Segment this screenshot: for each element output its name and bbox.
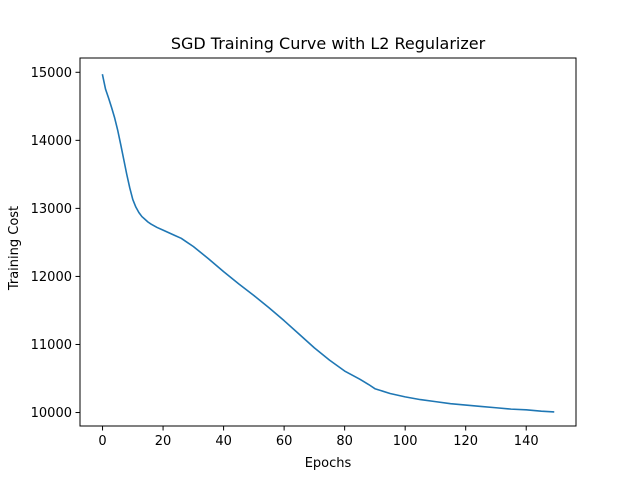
- y-tick-label: 13000: [31, 202, 72, 217]
- x-tick-label: 60: [276, 434, 293, 449]
- y-tick-label: 10000: [31, 406, 72, 421]
- axes-frame: [79, 57, 577, 427]
- y-axis-label: Training Cost: [7, 206, 22, 291]
- x-tick-label: 0: [98, 434, 106, 449]
- x-tick-label: 140: [514, 434, 539, 449]
- y-axis-ticks: 10000 11000 12000 13000 14000 15000: [31, 66, 80, 421]
- y-tick-label: 14000: [31, 134, 72, 149]
- x-axis-ticks: 0 20 40 60 80 100 120 140: [98, 426, 539, 449]
- series-line-0: [101, 74, 555, 413]
- x-tick-label: 120: [453, 434, 478, 449]
- chart-title: SGD Training Curve with L2 Regularizer: [171, 34, 486, 53]
- y-tick-label: 15000: [31, 66, 72, 81]
- x-tick-label: 40: [215, 434, 232, 449]
- x-axis-label: Epochs: [305, 456, 352, 471]
- y-tick-label: 12000: [31, 270, 72, 285]
- x-tick-label: 100: [393, 434, 418, 449]
- x-tick-label: 80: [336, 434, 353, 449]
- plot-area: [101, 74, 555, 413]
- x-tick-label: 20: [155, 434, 172, 449]
- y-tick-label: 11000: [31, 338, 72, 353]
